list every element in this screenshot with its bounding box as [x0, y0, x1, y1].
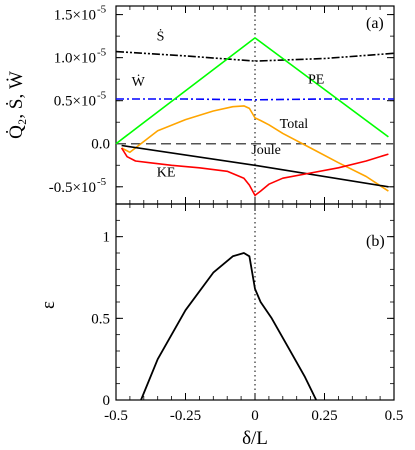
series-label: Joule [251, 143, 281, 158]
panel-a-annotations: Ṡ Ẇ PE Total Joule KE [132, 27, 325, 180]
panel-b-xtick-label: -0.25 [170, 408, 201, 424]
series-label: Total [280, 117, 309, 132]
series-line-pe [115, 37, 389, 145]
series-line-joule [121, 144, 389, 188]
panel-a-ytick-label: 0.5×10 [54, 94, 96, 110]
panel-b-xticks: -0.5 -0.25 0 0.25 0.5 [104, 204, 403, 424]
panel-b-ylabel: ε [38, 301, 59, 309]
panel-b-xtick-label: -0.5 [104, 408, 128, 424]
series-label: PE [308, 72, 324, 87]
series-line- [116, 98, 394, 101]
panel-b-xtick-label: 0.5 [385, 408, 404, 424]
panel-b-yticks: 00.51 [91, 219, 394, 409]
panel-b-series [140, 252, 318, 401]
panel-a-ytick-exponent: -5 [97, 47, 107, 59]
panel-b-ytick-label: 0 [103, 393, 111, 409]
series-label: Ṡ [157, 27, 165, 44]
panel-a-ytick-label: 1.0×10 [54, 51, 96, 67]
panel-a-series [115, 37, 395, 197]
panel-a-ylabel: Q̇₂, Ṡ, Ẇ [4, 71, 27, 139]
panel-b-ytick-label: 0.5 [91, 311, 110, 327]
panel-a-ytick-exponent: -5 [97, 90, 107, 102]
panel-a-ytick-label: 1.5×10 [54, 8, 96, 24]
panel-b-label: (b) [366, 233, 385, 250]
panel-b-xtick-label: 0 [251, 408, 259, 424]
panel-a-ytick-label: 0.0 [91, 137, 110, 153]
series-label: Ẇ [132, 73, 146, 90]
series-line- [115, 50, 395, 62]
panel-a-label: (a) [366, 15, 384, 32]
series-line-ke [120, 147, 389, 197]
panel-a-yticks: 1.5×10 -51.0×10 -50.5×10 -50.0-0.5×10 -5 [49, 4, 394, 196]
panel-a-ytick-label: -0.5×10 [49, 180, 96, 196]
panel-b-xlabel: δ/L [242, 428, 268, 449]
panel-a-reference-lines [116, 6, 394, 204]
panel-b-xtick-label: 0.25 [311, 408, 337, 424]
panel-b: (b) ε δ/L 00.51 -0.5 -0.25 0 0.25 0.5 [38, 203, 403, 449]
panel-a-xticks [115, 6, 395, 204]
panel-a: (a) Q̇₂, Ṡ, Ẇ 1.5×10 -51.0×10 -50.5×10 -50.… [4, 4, 395, 205]
epsilon-curve [140, 252, 318, 401]
panel-b-ytick-label: 1 [103, 230, 111, 246]
series-label: KE [157, 165, 176, 180]
panel-a-ytick-exponent: -5 [97, 176, 107, 188]
panel-a-ytick-exponent: -5 [97, 4, 107, 16]
series-line-total [121, 105, 389, 192]
